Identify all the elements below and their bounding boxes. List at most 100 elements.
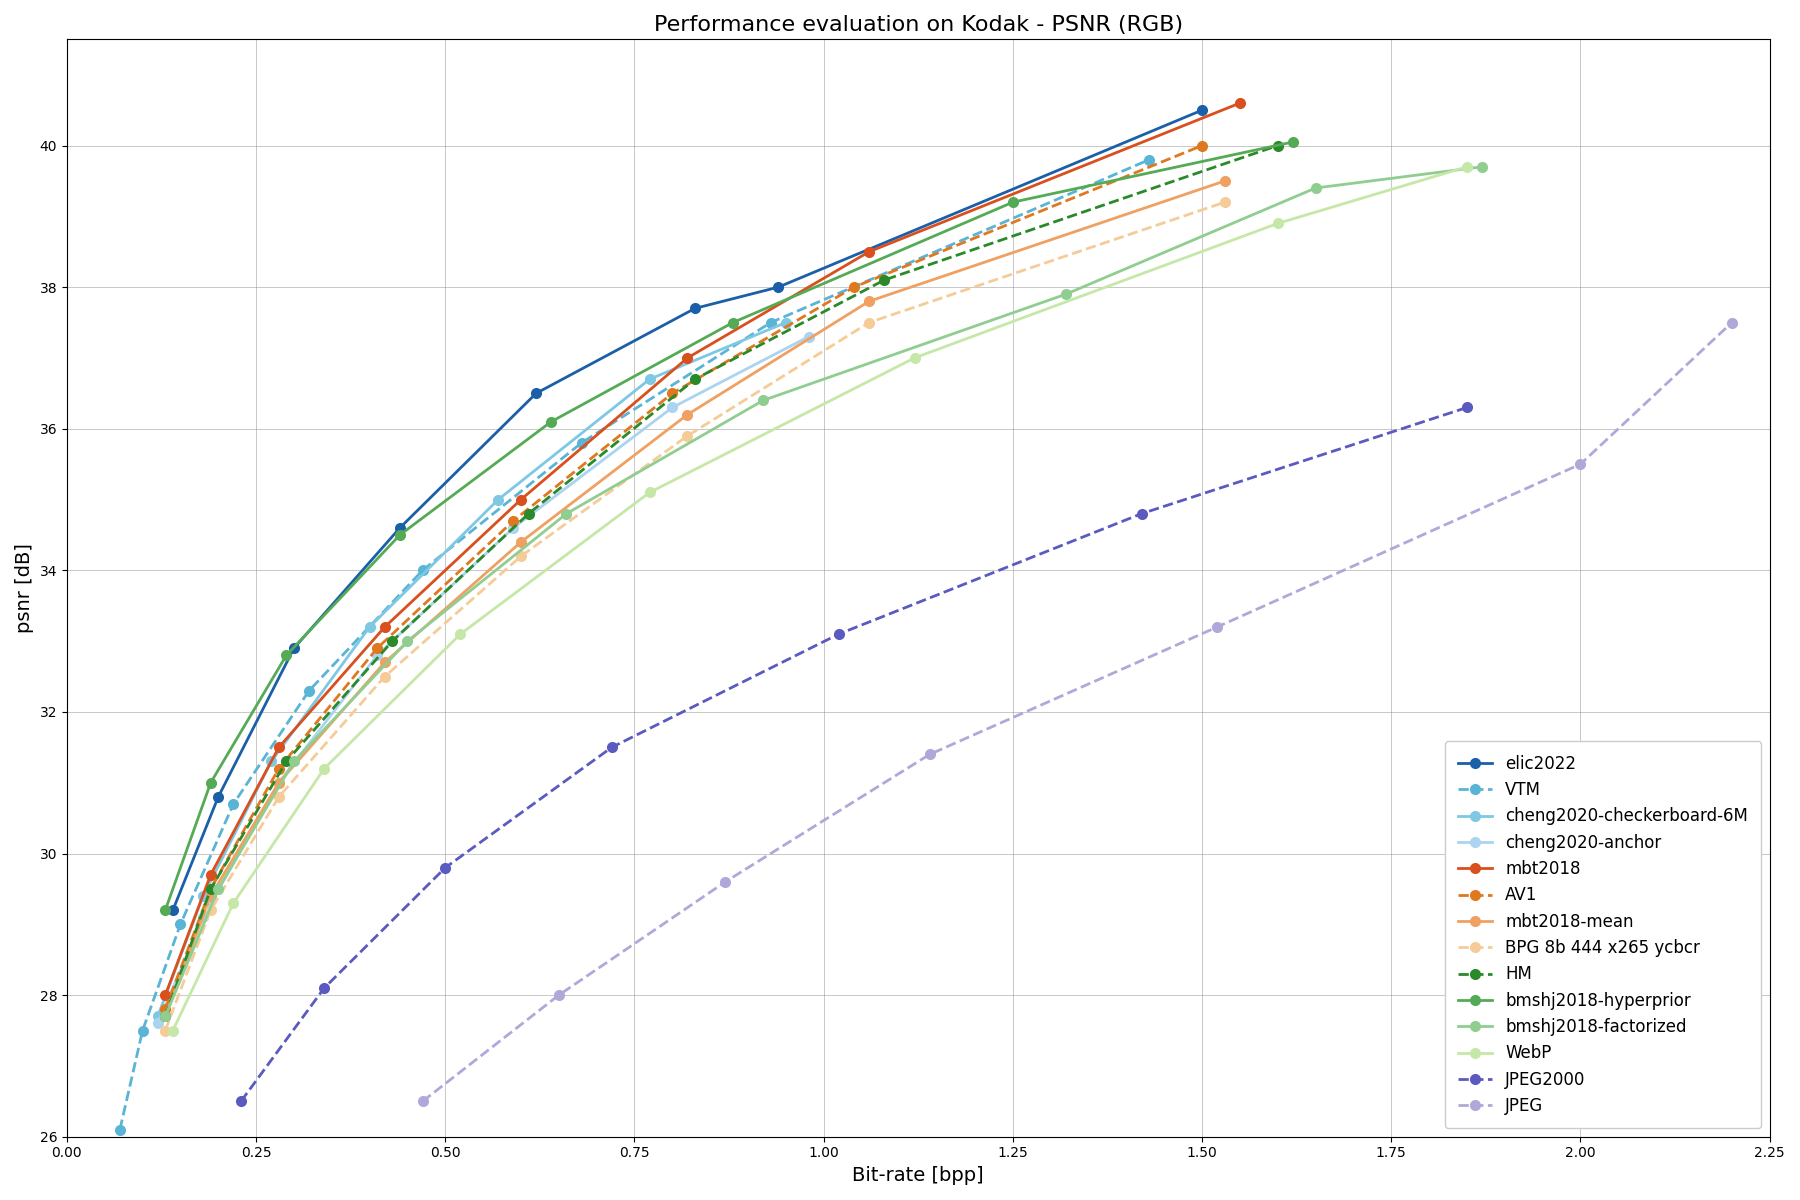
Line: mbt2018: mbt2018 [160,97,1246,1001]
JPEG2000 [434,860,455,875]
BPG 8b 444 x265 ycbcr [1213,194,1235,209]
VTM [299,684,320,698]
bmshj2018-factorized [155,1009,176,1024]
bmshj2018-factorized [1305,181,1327,196]
WebP [450,626,472,641]
VTM [412,563,434,577]
Line: WebP: WebP [167,161,1472,1036]
bmshj2018-factorized [396,634,418,648]
HM [518,506,540,521]
VTM [1138,152,1159,167]
AV1 [502,514,524,528]
VTM [131,1024,153,1038]
bmshj2018-hyperprior [155,902,176,917]
VTM [223,797,245,811]
Line: HM: HM [160,140,1283,1022]
elic2022 [283,641,304,655]
AV1 [200,882,221,896]
HM [873,272,895,287]
WebP [223,896,245,911]
VTM [110,1122,131,1136]
JPEG [412,1094,434,1109]
bmshj2018-hyperprior [1003,194,1024,209]
elic2022 [207,790,229,804]
WebP [313,761,335,775]
cheng2020-anchor [797,330,819,344]
cheng2020-anchor [148,1016,169,1031]
bmshj2018-factorized [752,394,774,408]
WebP [1456,160,1478,174]
bmshj2018-hyperprior [200,775,221,790]
bmshj2018-hyperprior [722,316,743,330]
HM [200,882,221,896]
mbt2018-mean [268,775,290,790]
Line: JPEG2000: JPEG2000 [236,402,1472,1106]
AV1 [268,761,290,775]
HM [382,634,403,648]
Line: bmshj2018-factorized: bmshj2018-factorized [160,161,1487,1022]
cheng2020-checkerboard-6M [776,316,797,330]
mbt2018 [859,245,880,259]
mbt2018 [1229,96,1251,110]
Line: JPEG: JPEG [418,317,1737,1106]
mbt2018 [200,868,221,882]
cheng2020-anchor [367,648,389,662]
mbt2018 [509,492,531,506]
Line: AV1: AV1 [160,140,1208,1015]
Line: cheng2020-anchor: cheng2020-anchor [153,331,814,1028]
mbt2018-mean [859,294,880,308]
elic2022 [684,301,706,316]
elic2022 [526,386,547,401]
WebP [1267,216,1289,230]
Y-axis label: psnr [dB]: psnr [dB] [14,544,34,632]
WebP [639,485,661,499]
bmshj2018-factorized [1055,287,1076,301]
cheng2020-checkerboard-6M [261,755,283,769]
BPG 8b 444 x265 ycbcr [374,670,396,684]
JPEG [547,988,569,1002]
bmshj2018-hyperprior [540,414,562,428]
mbt2018 [677,350,698,365]
VTM [169,917,191,931]
bmshj2018-factorized [283,755,304,769]
cheng2020-checkerboard-6M [488,492,509,506]
HM [275,755,297,769]
bmshj2018-factorized [1471,160,1492,174]
bmshj2018-hyperprior [389,528,410,542]
JPEG [1206,619,1228,634]
JPEG2000 [1456,401,1478,415]
cheng2020-anchor [193,910,214,924]
JPEG2000 [230,1094,252,1109]
bmshj2018-factorized [207,882,229,896]
BPG 8b 444 x265 ycbcr [268,790,290,804]
cheng2020-checkerboard-6M [193,889,214,904]
mbt2018 [155,988,176,1002]
WebP [162,1024,184,1038]
WebP [904,350,925,365]
elic2022 [1192,103,1213,118]
JPEG2000 [1130,506,1152,521]
Legend: elic2022, VTM, cheng2020-checkerboard-6M, cheng2020-anchor, mbt2018, AV1, mbt201: elic2022, VTM, cheng2020-checkerboard-6M… [1445,742,1762,1128]
mbt2018 [374,619,396,634]
mbt2018-mean [1213,174,1235,188]
cheng2020-anchor [662,401,684,415]
AV1 [155,1002,176,1016]
bmshj2018-hyperprior [275,648,297,662]
Line: cheng2020-checkerboard-6M: cheng2020-checkerboard-6M [153,317,792,1022]
JPEG [1721,316,1742,330]
mbt2018-mean [155,1009,176,1024]
JPEG [1570,457,1591,472]
elic2022 [389,521,410,535]
X-axis label: Bit-rate [bpp]: Bit-rate [bpp] [853,1166,985,1184]
BPG 8b 444 x265 ycbcr [509,548,531,563]
JPEG2000 [313,980,335,995]
JPEG2000 [601,740,623,755]
BPG 8b 444 x265 ycbcr [155,1024,176,1038]
elic2022 [162,902,184,917]
cheng2020-checkerboard-6M [358,619,380,634]
mbt2018-mean [509,535,531,550]
VTM [571,436,592,450]
cheng2020-checkerboard-6M [639,372,661,386]
mbt2018-mean [374,655,396,670]
mbt2018-mean [677,407,698,421]
